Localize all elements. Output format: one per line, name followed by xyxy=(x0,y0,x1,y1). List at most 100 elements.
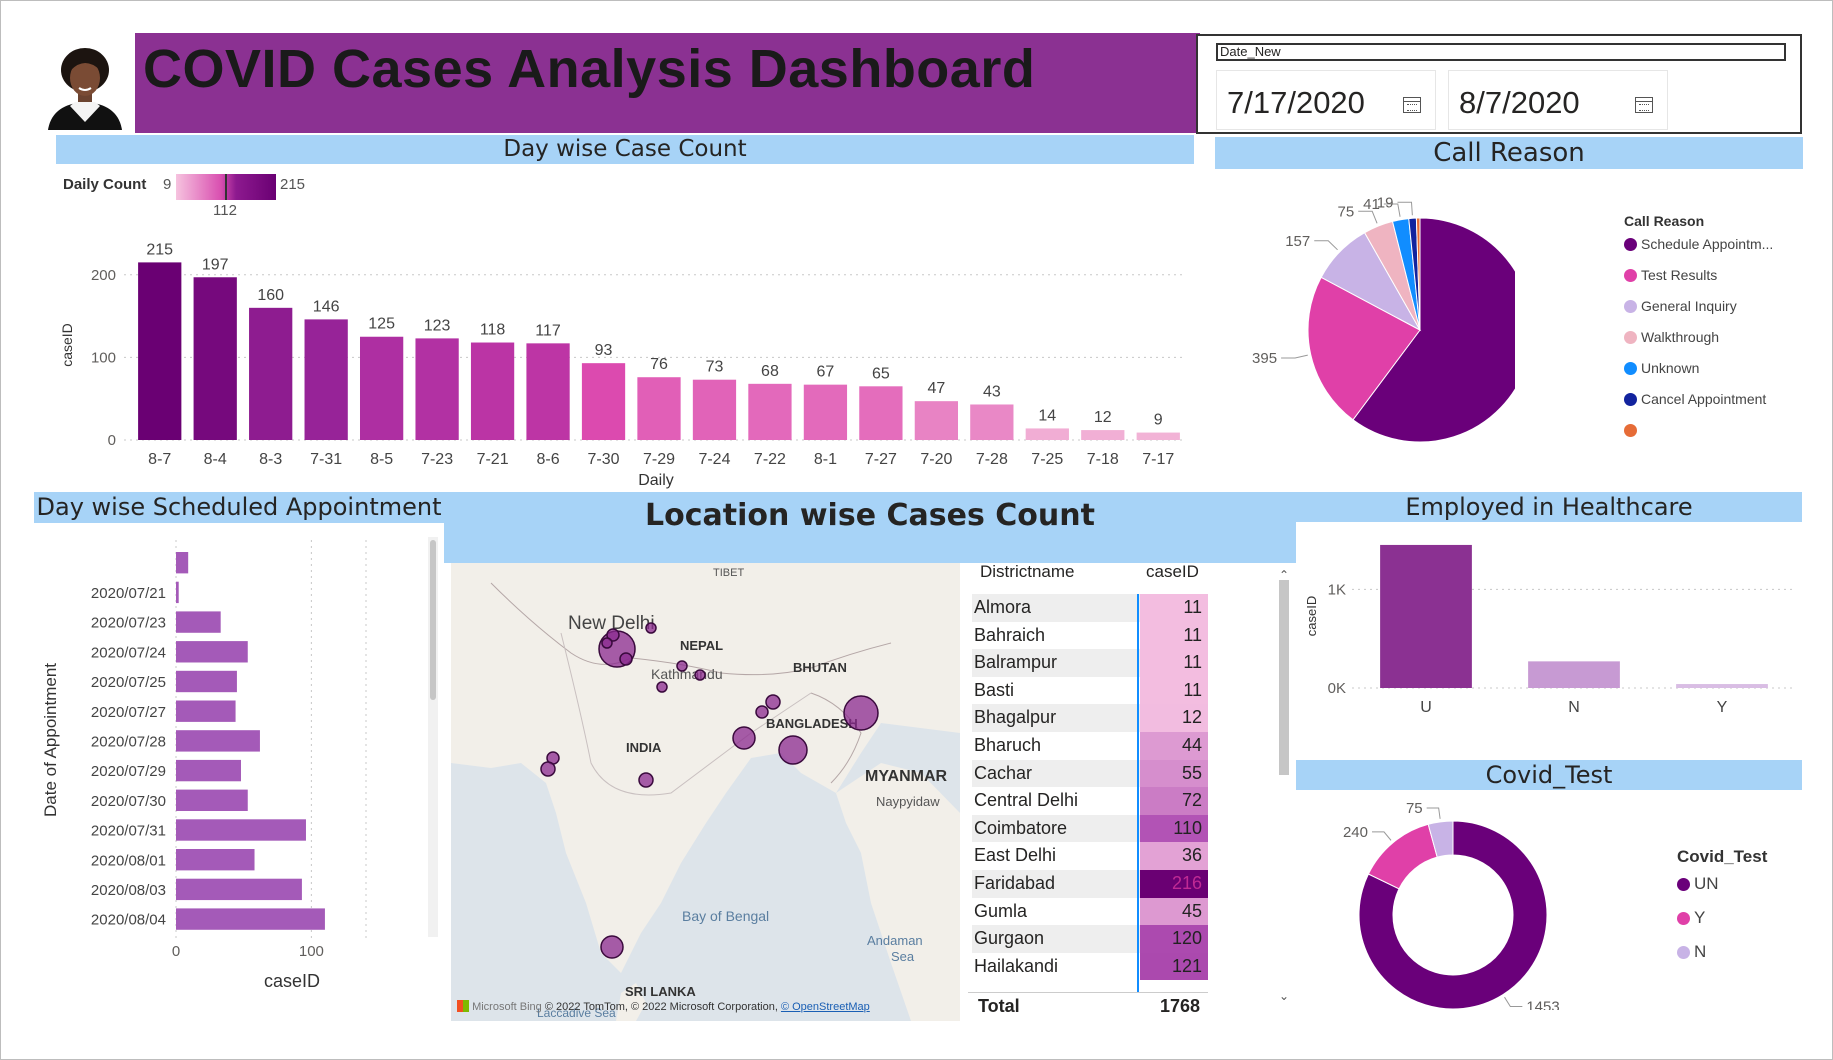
end-date-input[interactable]: 8/7/2020 xyxy=(1448,70,1668,130)
map-label-bay-of-bengal: Bay of Bengal xyxy=(682,908,770,924)
col-caseid[interactable]: caseID xyxy=(1146,562,1199,581)
map-credit-text: © 2022 TomTom, © 2022 Microsoft Corporat… xyxy=(544,1001,778,1013)
location-map[interactable]: TIBET New Delhi NEPAL Kathmandu BHUTAN I… xyxy=(451,563,960,1021)
district-name: Faridabad xyxy=(974,873,1056,893)
table-row[interactable]: Bhagalpur 12 xyxy=(972,704,1208,732)
table-scrollbar-thumb[interactable] xyxy=(1279,580,1289,775)
y-tick-label: 2020/07/30 xyxy=(91,793,166,810)
data-label: 117 xyxy=(535,322,561,339)
legend-item[interactable]: Test Results xyxy=(1624,267,1804,298)
table-row[interactable]: East Delhi 36 xyxy=(972,842,1208,870)
scroll-up-icon[interactable]: ⌃ xyxy=(1279,568,1290,582)
bar xyxy=(748,383,792,440)
daily-count-legend-min: 9 xyxy=(163,176,172,193)
bar xyxy=(176,581,179,604)
y-tick-label: 2020/07/23 xyxy=(91,615,166,632)
district-name: Coimbatore xyxy=(974,817,1068,838)
table-row[interactable]: Coimbatore 110 xyxy=(972,814,1208,843)
bar xyxy=(359,336,404,440)
table-row[interactable]: Cachar 55 xyxy=(972,759,1208,788)
dashboard-title: COVID Cases Analysis Dashboard xyxy=(143,39,1036,99)
legend-item[interactable]: Unknown xyxy=(1624,360,1804,391)
daily-count-legend-mid: 112 xyxy=(213,202,237,219)
table-column-divider xyxy=(1137,594,1139,1020)
scroll-down-icon[interactable]: ⌄ xyxy=(1279,989,1290,1003)
leader-line xyxy=(1397,201,1413,216)
x-tick-label: 8-4 xyxy=(204,451,227,468)
bar xyxy=(176,730,260,752)
table-row[interactable]: Bharuch 44 xyxy=(972,732,1208,760)
data-label: 47 xyxy=(927,380,945,397)
legend-dot-icon xyxy=(1624,300,1637,313)
daily-count-legend-max: 215 xyxy=(280,176,306,193)
x-tick-label: 7-17 xyxy=(1142,451,1174,468)
data-label: 93 xyxy=(595,342,613,359)
bar xyxy=(1136,432,1180,440)
legend-item[interactable]: Schedule Appointm... xyxy=(1624,236,1804,267)
table-scrollbar[interactable]: ⌃ ⌄ xyxy=(1277,563,1291,1003)
calendar-icon[interactable] xyxy=(1635,97,1653,113)
legend-item[interactable]: N xyxy=(1677,942,1797,976)
district-name: Bhagalpur xyxy=(974,707,1057,728)
x-tick-label: 0 xyxy=(172,943,180,960)
table-row[interactable]: Gurgaon 120 xyxy=(972,925,1208,953)
table-row[interactable]: Balrampur 11 xyxy=(972,649,1208,677)
donut-slice xyxy=(1367,823,1438,890)
calendar-icon[interactable] xyxy=(1403,97,1421,113)
legend-item[interactable]: General Inquiry xyxy=(1624,298,1804,329)
data-label: 123 xyxy=(424,317,451,334)
map-bubble xyxy=(606,628,620,642)
table-row[interactable]: Faridabad 216 xyxy=(972,870,1208,898)
appointment-scrollbar-thumb[interactable] xyxy=(430,540,436,700)
legend-label: Unknown xyxy=(1641,360,1700,376)
x-tick-label: 7-28 xyxy=(976,451,1008,468)
map-label-laccadive: Laccadive Sea xyxy=(537,1006,616,1020)
district-name: Bahraich xyxy=(974,624,1046,645)
legend-item[interactable]: Y xyxy=(1677,908,1797,942)
district-table[interactable]: Districtname caseID Almora 11 Bahraich 11 Ba… xyxy=(968,558,1208,1020)
total-value: 1768 xyxy=(1159,996,1200,1016)
table-total-row: Total 1768 xyxy=(968,992,1208,1020)
x-tick-label: 7-21 xyxy=(477,451,509,468)
y-tick-label: 1K xyxy=(1328,581,1346,598)
legend-item[interactable]: Cancel Appointment xyxy=(1624,391,1804,422)
legend-item[interactable] xyxy=(1624,422,1804,453)
data-label: 68 xyxy=(761,363,779,380)
legend-item[interactable]: UN xyxy=(1677,874,1797,908)
x-tick-label: 7-31 xyxy=(310,451,342,468)
bar xyxy=(176,552,189,574)
map-bubble xyxy=(694,669,706,681)
call-reason-pie-chart: 1053395157754119 xyxy=(1252,194,1515,443)
case-count: 11 xyxy=(1140,594,1208,622)
bar xyxy=(1025,428,1069,440)
col-districtname[interactable]: Districtname xyxy=(980,562,1075,581)
appointment-scrollbar[interactable] xyxy=(428,537,438,937)
bar xyxy=(176,759,241,782)
start-date-input[interactable]: 7/17/2020 xyxy=(1216,70,1436,130)
table-row[interactable]: Hailakandi 121 xyxy=(972,952,1208,981)
data-label: 240 xyxy=(1343,824,1368,841)
data-label: 157 xyxy=(1285,233,1310,250)
case-count: 121 xyxy=(1140,952,1208,981)
date-slicer[interactable]: Date_New 7/17/2020 8/7/2020 xyxy=(1196,34,1802,134)
legend-item[interactable]: Walkthrough xyxy=(1624,329,1804,360)
legend-label: General Inquiry xyxy=(1641,298,1737,314)
table-row[interactable]: Basti 11 xyxy=(972,676,1208,705)
table-row[interactable]: Almora 11 xyxy=(972,594,1208,622)
table-row[interactable]: Central Delhi 72 xyxy=(972,787,1208,815)
data-label: 19 xyxy=(1377,194,1394,211)
data-label: 73 xyxy=(706,359,724,376)
bar xyxy=(692,379,737,440)
case-count: 45 xyxy=(1140,897,1208,926)
map-credit-bing: Microsoft Bing xyxy=(472,1001,542,1013)
call-reason-title: Call Reason xyxy=(1215,137,1803,169)
openstreetmap-link[interactable]: © OpenStreetMap xyxy=(780,1001,870,1013)
district-name: Gurgaon xyxy=(974,928,1045,949)
table-row[interactable]: Bahraich 11 xyxy=(972,621,1208,650)
bar xyxy=(193,277,237,440)
microsoft-logo-icon xyxy=(457,1000,469,1012)
district-name: Bharuch xyxy=(974,735,1042,755)
table-row[interactable]: Gumla 45 xyxy=(972,897,1208,926)
legend-label: Cancel Appointment xyxy=(1641,391,1767,407)
call-reason-legend: Schedule Appointm... Test Results General … xyxy=(1624,236,1804,453)
